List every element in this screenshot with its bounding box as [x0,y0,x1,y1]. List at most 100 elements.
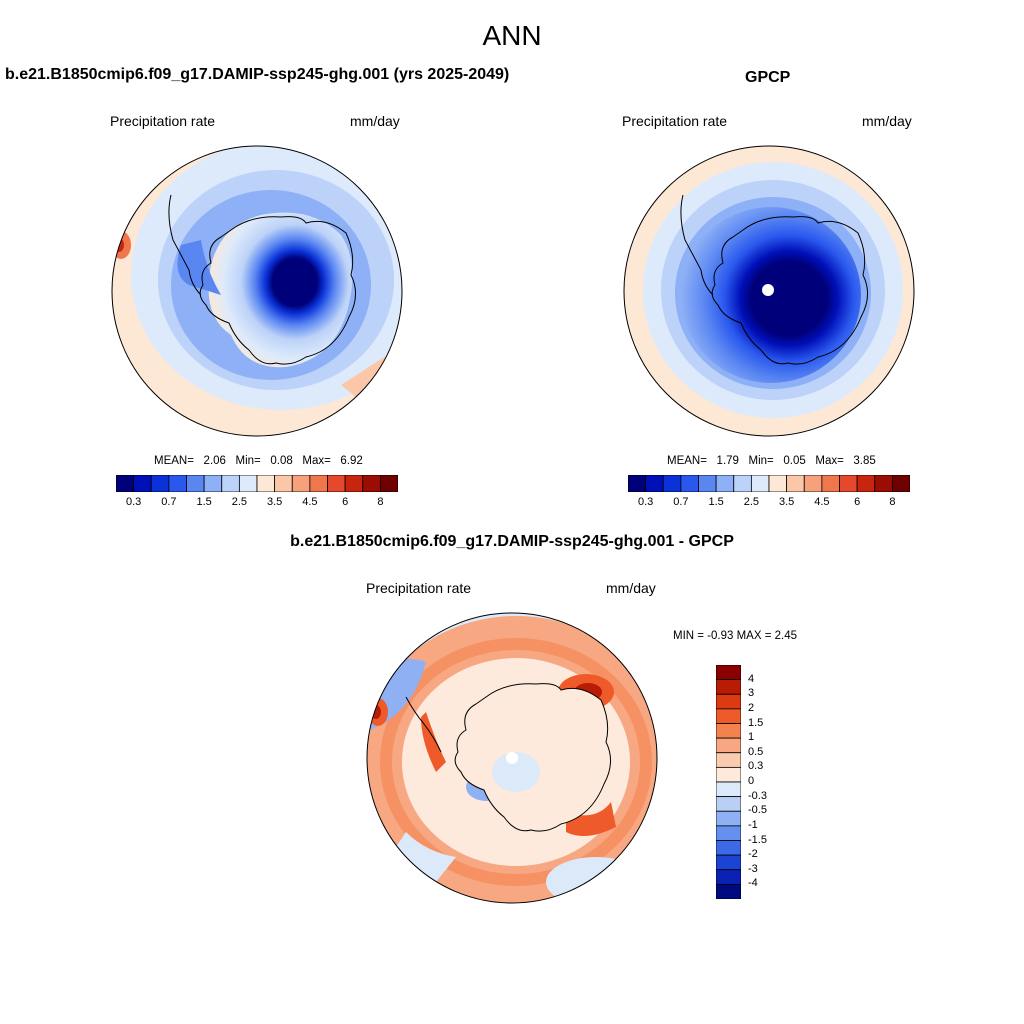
obs-mean-value: 1.79 [716,455,739,467]
obs-colorbar-swatch [839,475,858,492]
obs-colorbar [628,475,910,492]
obs-colorbar-tick-label: 4.5 [814,496,830,508]
diff-polar-map [366,612,658,904]
diff-colorbar-swatch [716,679,741,695]
model-colorbar-tick-label: 2.5 [231,496,248,508]
obs-colorbar-swatch [891,475,910,492]
obs-colorbar-swatch [768,475,788,492]
model-colorbar-swatch [150,475,170,492]
obs-colorbar-swatch [750,475,770,492]
obs-colorbar-swatch [733,475,752,492]
model-colorbar-tick-label: 4.5 [302,496,318,508]
obs-colorbar-swatch [628,475,647,492]
model-colorbar-swatch [344,475,364,492]
model-colorbar-tick-label: 6 [342,496,349,508]
obs-panel-title: GPCP [745,69,791,86]
model-colorbar-swatch [274,475,293,492]
diff-colorbar-tick-label: -1.5 [748,833,767,846]
obs-colorbar-swatch [821,475,840,492]
obs-colorbar-swatch [856,475,876,492]
diff-colorbar-tick-label: -0.5 [748,804,767,817]
model-units-label: mm/day [350,113,400,129]
diff-colorbar-swatch [716,781,741,798]
model-colorbar-swatch [221,475,240,492]
diff-colorbar-swatch [716,810,741,827]
obs-max-label: Max= [815,455,844,467]
model-colorbar-swatch [256,475,276,492]
obs-colorbar-labels: 0.3 0.7 1.5 2.5 3.5 4.5 6 8 [628,496,910,510]
obs-colorbar-swatch [662,475,682,492]
diff-minmax: MIN = -0.93 MAX = 2.45 [673,630,798,642]
model-colorbar [116,475,398,492]
diff-colorbar-swatch [716,766,741,783]
model-max-value: 6.92 [340,455,363,467]
diff-units-label: mm/day [606,580,656,596]
obs-mean-label: MEAN= [667,455,707,467]
obs-colorbar-tick-label: 2.5 [743,496,760,508]
diff-colorbar-swatch [716,693,741,710]
diff-colorbar-tick-label: -0.3 [748,789,767,802]
model-panel-title: b.e21.B1850cmip6.f09_g17.DAMIP-ssp245-gh… [5,66,510,83]
model-mean-value: 2.06 [203,455,226,467]
diff-colorbar-tick-label: -4 [748,877,758,890]
model-colorbar-tick-label: 0.3 [125,496,142,508]
obs-colorbar-swatch [874,475,893,492]
obs-colorbar-swatch [715,475,735,492]
obs-colorbar-tick-label: 3.5 [778,496,795,508]
obs-colorbar-tick-label: 8 [889,496,896,508]
diff-colorbar-swatch [716,854,741,871]
obs-units-label: mm/day [862,113,912,129]
diff-colorbar-tick-label: 3 [748,687,755,700]
diff-colorbar-tick-label: 2 [748,701,755,714]
diff-panel-title: b.e21.B1850cmip6.f09_g17.DAMIP-ssp245-gh… [290,533,734,550]
obs-colorbar-swatch [645,475,664,492]
model-colorbar-swatch [309,475,328,492]
diff-colorbar-tick-label: -1 [748,818,758,831]
obs-colorbar-swatch [803,475,823,492]
model-max-label: Max= [302,455,331,467]
diff-colorbar-tick-label: 1.5 [748,716,764,729]
obs-min-label: Min= [748,455,774,467]
diff-colorbar-swatch [716,723,741,739]
model-colorbar-tick-label: 0.7 [161,496,177,508]
model-colorbar-tick-label: 1.5 [196,496,212,508]
obs-colorbar-swatch [698,475,717,492]
model-colorbar-swatch [186,475,205,492]
model-min-value: 0.08 [270,455,293,467]
model-colorbar-tick-label: 3.5 [266,496,283,508]
diff-colorbar [716,665,741,899]
diff-colorbar-swatch [716,737,741,754]
model-colorbar-swatch [362,475,381,492]
obs-variable-label: Precipitation rate [622,113,728,129]
diff-colorbar-tick-label: 0.5 [748,745,764,758]
diff-colorbar-tick-label: -2 [748,848,758,861]
obs-colorbar-tick-label: 0.7 [673,496,689,508]
diff-colorbar-tick-label: -3 [748,862,758,875]
diff-colorbar-swatch [716,796,741,812]
obs-colorbar-swatch [786,475,805,492]
model-colorbar-labels: 0.3 0.7 1.5 2.5 3.5 4.5 6 8 [116,496,398,510]
diff-colorbar-swatch [716,840,741,856]
diff-colorbar-swatch [716,869,741,885]
model-polar-map [111,145,403,437]
diff-colorbar-tick-label: 1 [748,731,755,744]
obs-max-value: 3.85 [853,455,876,467]
model-stats: MEAN= 2.06 Min= 0.08 Max= 6.92 [154,455,363,467]
obs-stats: MEAN= 1.79 Min= 0.05 Max= 3.85 [667,455,876,467]
model-colorbar-swatch [379,475,398,492]
main-title: ANN [482,20,542,51]
diff-colorbar-swatch [716,752,741,768]
model-colorbar-swatch [327,475,346,492]
model-colorbar-swatch [238,475,258,492]
model-colorbar-tick-label: 8 [377,496,384,508]
obs-colorbar-swatch [680,475,699,492]
diff-colorbar-tick-label: 4 [748,672,755,685]
diff-colorbar-swatch [716,708,741,724]
obs-polar-map [623,145,915,437]
obs-colorbar-tick-label: 6 [854,496,861,508]
model-colorbar-swatch [116,475,135,492]
model-colorbar-swatch [291,475,311,492]
diff-variable-label: Precipitation rate [366,580,472,596]
model-min-label: Min= [235,455,261,467]
obs-colorbar-tick-label: 1.5 [708,496,724,508]
